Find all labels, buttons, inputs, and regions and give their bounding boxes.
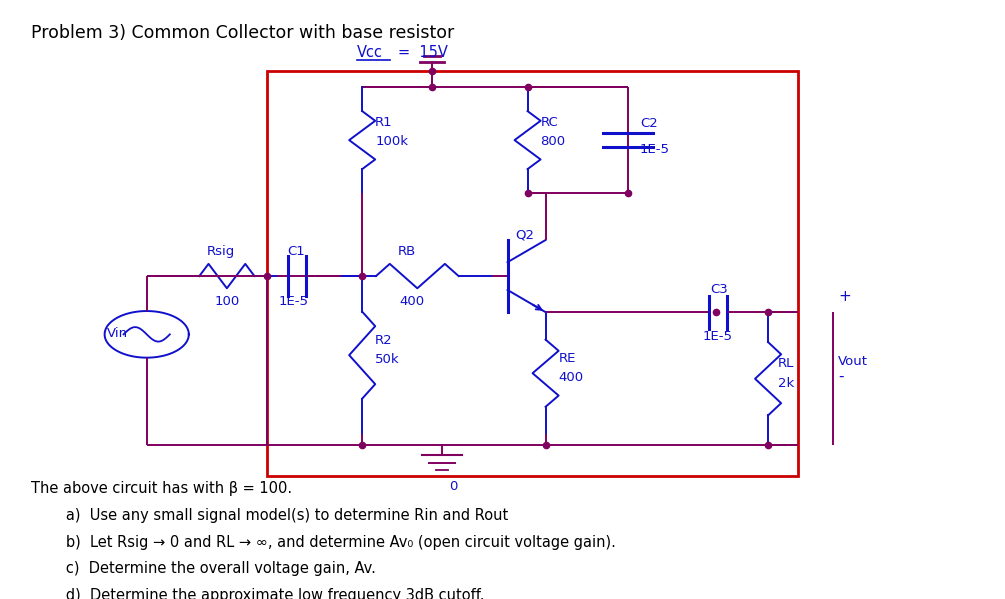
Text: C3: C3 xyxy=(710,283,728,295)
Text: Q2: Q2 xyxy=(516,229,535,241)
Text: +: + xyxy=(838,289,851,304)
Text: RL: RL xyxy=(778,358,795,370)
Text: 50k: 50k xyxy=(375,353,400,366)
Text: RB: RB xyxy=(397,245,415,258)
Text: R1: R1 xyxy=(375,116,393,129)
Text: 1E-5: 1E-5 xyxy=(640,143,669,156)
Text: 400: 400 xyxy=(559,371,584,385)
Text: =  15V: = 15V xyxy=(398,45,448,60)
Text: R2: R2 xyxy=(375,334,393,347)
Text: RE: RE xyxy=(559,352,576,365)
Text: d)  Determine the approximate low frequency 3dB cutoff.: d) Determine the approximate low frequen… xyxy=(51,588,484,599)
Text: Vcc: Vcc xyxy=(357,45,383,60)
Text: C2: C2 xyxy=(640,117,657,130)
Bar xyxy=(267,71,798,476)
Text: The above circuit has with β = 100.: The above circuit has with β = 100. xyxy=(31,482,292,497)
Text: a)  Use any small signal model(s) to determine Rin and Rout: a) Use any small signal model(s) to dete… xyxy=(51,508,508,523)
Text: Problem 3) Common Collector with base resistor: Problem 3) Common Collector with base re… xyxy=(31,23,454,41)
Text: 800: 800 xyxy=(541,135,566,149)
Text: 1E-5: 1E-5 xyxy=(279,295,309,308)
Text: C1: C1 xyxy=(287,245,305,258)
Text: 400: 400 xyxy=(399,295,424,308)
Text: Vout: Vout xyxy=(838,355,868,368)
Text: 1E-5: 1E-5 xyxy=(702,329,733,343)
Text: 2k: 2k xyxy=(778,377,794,390)
Text: -: - xyxy=(838,370,844,385)
Text: 100k: 100k xyxy=(375,135,408,149)
Text: RC: RC xyxy=(541,116,559,129)
Text: b)  Let Rsig → 0 and RL → ∞, and determine Av₀ (open circuit voltage gain).: b) Let Rsig → 0 and RL → ∞, and determin… xyxy=(51,535,615,550)
Text: Rsig: Rsig xyxy=(207,245,235,258)
Text: Vin: Vin xyxy=(107,327,128,340)
Text: 100: 100 xyxy=(215,295,240,308)
Text: 0: 0 xyxy=(449,480,457,492)
Text: c)  Determine the overall voltage gain, Av.: c) Determine the overall voltage gain, A… xyxy=(51,561,376,576)
